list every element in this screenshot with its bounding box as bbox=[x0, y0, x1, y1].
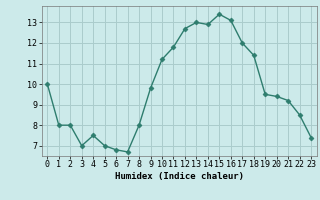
X-axis label: Humidex (Indice chaleur): Humidex (Indice chaleur) bbox=[115, 172, 244, 181]
